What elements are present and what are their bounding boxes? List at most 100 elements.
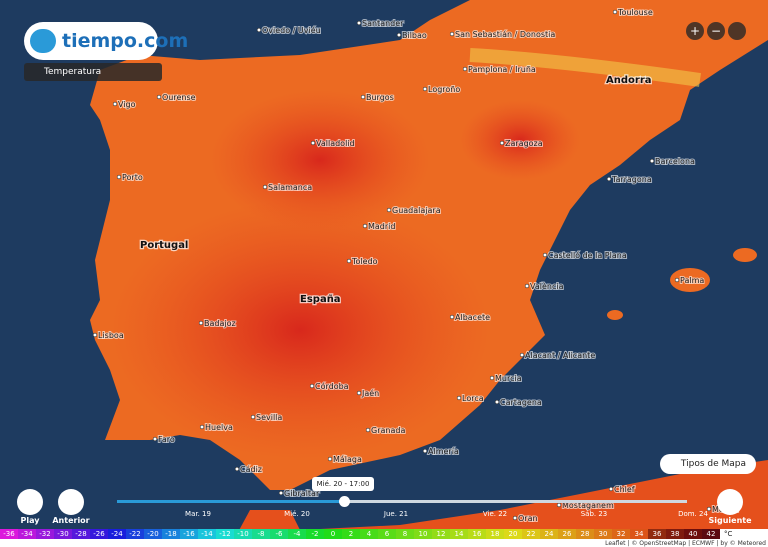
legend-swatch: -2 — [306, 529, 324, 539]
legend-swatch: 24 — [540, 529, 558, 539]
heat-zone — [210, 90, 430, 230]
city-dot — [608, 486, 614, 492]
legend-swatch: 0 — [324, 529, 342, 539]
city-label: Murcia — [495, 374, 522, 383]
timeline-day[interactable]: Mar. 19 — [185, 510, 211, 518]
city-label: Barcelona — [655, 157, 695, 166]
city-dot — [494, 399, 500, 405]
legend-swatch: 8 — [396, 529, 414, 539]
previous-button[interactable] — [58, 489, 84, 515]
city-label: Mostaganem — [562, 501, 614, 510]
city-dot — [310, 140, 316, 146]
timeline-track[interactable] — [117, 500, 687, 503]
city-label: San Sebastián / Donostia — [455, 30, 555, 39]
country-label: Andorra — [606, 75, 652, 86]
city-label: Madrid — [368, 222, 395, 231]
next-button[interactable] — [717, 489, 743, 515]
city-label: Huelva — [205, 423, 233, 432]
logo[interactable]: tiempo.com — [24, 22, 188, 60]
legend-swatch: 26 — [558, 529, 576, 539]
city-label: Palma — [680, 276, 704, 285]
legend-swatch: -14 — [198, 529, 216, 539]
city-dot — [422, 86, 428, 92]
legend-swatch: -16 — [180, 529, 198, 539]
timeline-day[interactable]: Vie. 22 — [482, 510, 508, 518]
timeline-day[interactable]: Mié. 20 — [284, 510, 310, 518]
timeline-handle[interactable] — [339, 496, 350, 507]
map-types-button[interactable]: Tipos de Mapa — [660, 454, 756, 474]
city-label: Lisboa — [98, 331, 124, 340]
zoom-out[interactable]: − — [707, 22, 725, 40]
city-dot — [356, 390, 362, 396]
city-dot — [386, 207, 392, 213]
legend-swatch: 4 — [360, 529, 378, 539]
legend-swatch: -24 — [108, 529, 126, 539]
legend-swatch: 2 — [342, 529, 360, 539]
legend-swatch: -10 — [234, 529, 252, 539]
city-label: Porto — [122, 173, 143, 182]
legend-swatch: 30 — [594, 529, 612, 539]
city-dot — [649, 158, 655, 164]
zoom-in[interactable]: + — [686, 22, 704, 40]
city-label: Pamplona / Iruña — [468, 65, 536, 74]
city-label: Alacant / Alicante — [525, 351, 595, 360]
legend-swatch: -22 — [126, 529, 144, 539]
fullscreen[interactable] — [728, 22, 746, 40]
city-dot — [327, 456, 333, 462]
timeline-day[interactable]: Dom. 24 — [678, 510, 708, 518]
city-label: Cádiz — [240, 465, 262, 474]
legend-swatch: -30 — [54, 529, 72, 539]
legend-swatch: -32 — [36, 529, 54, 539]
play-label: Play — [20, 516, 40, 525]
logo-icon — [30, 29, 56, 53]
city-label: Vigo — [118, 100, 136, 109]
city-dot — [116, 174, 122, 180]
country-label: Portugal — [140, 240, 188, 251]
city-label: Cartagena — [500, 398, 542, 407]
city-label: Burgos — [366, 93, 394, 102]
legend-unit: °C — [724, 530, 733, 538]
timeline-day[interactable]: Sáb. 23 — [580, 510, 608, 518]
legend-swatch: -4 — [288, 529, 306, 539]
city-label: Oran — [518, 514, 538, 523]
legend-swatch: 38 — [666, 529, 684, 539]
city-label: Zaragoza — [505, 139, 543, 148]
legend-swatch: 16 — [468, 529, 486, 539]
legend-swatch: 36 — [648, 529, 666, 539]
city-label: Bilbao — [402, 31, 427, 40]
legend-swatch: 14 — [450, 529, 468, 539]
city-label: Faro — [158, 435, 175, 444]
island — [607, 310, 623, 320]
legend-swatch: 28 — [576, 529, 594, 539]
city-label: Gibraltar — [284, 489, 320, 498]
city-dot — [360, 94, 366, 100]
land-africa — [230, 460, 768, 547]
city-label: Granada — [371, 426, 405, 435]
city-dot — [462, 66, 468, 72]
city-dot — [524, 283, 530, 289]
city-dot — [556, 502, 562, 508]
play-button[interactable] — [17, 489, 43, 515]
city-label: Valladolid — [316, 139, 355, 148]
island — [670, 268, 710, 292]
city-dot — [456, 395, 462, 401]
city-label: Toulouse — [617, 8, 653, 17]
heat-zone — [460, 100, 580, 180]
logo-text: tiempo.com — [62, 30, 189, 52]
city-dot — [449, 314, 455, 320]
heat-zone — [110, 200, 490, 460]
legend-swatch: 12 — [432, 529, 450, 539]
city-label: Córdoba — [315, 381, 349, 391]
city-label: Albacete — [455, 313, 490, 322]
city-dot — [396, 32, 402, 38]
city-dot — [362, 223, 368, 229]
city-dot — [706, 506, 712, 512]
city-label: Oviedo / Uviéu — [262, 25, 321, 35]
layer-label[interactable]: Temperatura — [24, 63, 162, 81]
legend-swatch: -6 — [270, 529, 288, 539]
city-dot — [309, 383, 315, 389]
city-label: Castelló de la Plana — [548, 250, 627, 260]
timeline-day[interactable]: Jue. 21 — [383, 510, 409, 518]
city-dot — [356, 20, 362, 26]
